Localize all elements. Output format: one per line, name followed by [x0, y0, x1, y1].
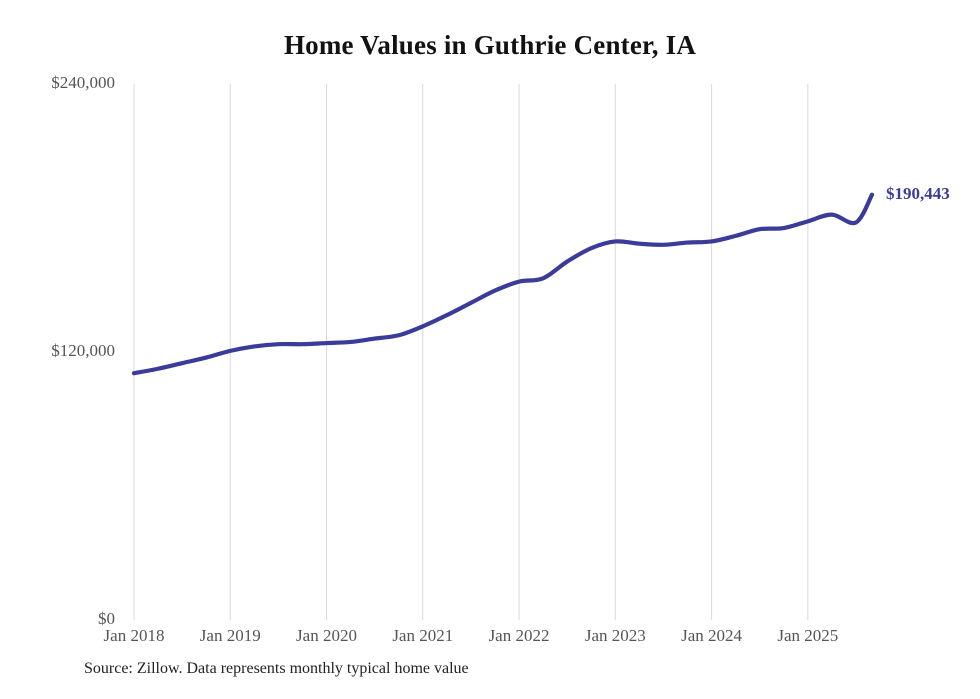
y-axis-tick-240000: $240,000	[51, 73, 115, 92]
source-note: Source: Zillow. Data represents monthly …	[84, 660, 469, 677]
x-axis-tick-jan-2018: Jan 2018	[103, 626, 165, 645]
y-axis-tick-0: $0	[98, 609, 115, 628]
gridlines	[133, 84, 809, 620]
x-axis-tick-jan-2022: Jan 2022	[488, 626, 550, 645]
chart-title: Home Values in Guthrie Center, IA	[283, 30, 697, 60]
end-point-value-label: $190,443	[886, 183, 950, 203]
line-series-typical-home-value	[131, 192, 875, 376]
x-axis-tick-jan-2024: Jan 2024	[681, 626, 743, 645]
data-series-group	[131, 192, 875, 376]
x-axis-tick-jan-2023: Jan 2023	[584, 626, 646, 645]
x-axis-tick-jan-2019: Jan 2019	[199, 626, 261, 645]
x-axis-tick-jan-2020: Jan 2020	[296, 626, 357, 645]
x-axis-tick-jan-2021: Jan 2021	[392, 626, 454, 645]
x-axis-tick-jan-2025: Jan 2025	[777, 626, 839, 645]
y-axis-tick-120000: $120,000	[51, 341, 115, 360]
